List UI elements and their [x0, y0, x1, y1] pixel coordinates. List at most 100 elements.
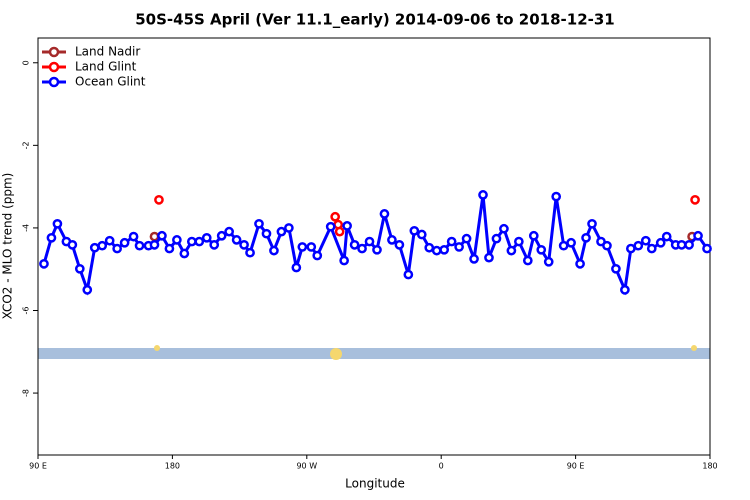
point — [690, 194, 700, 205]
point — [409, 225, 420, 236]
legend-marker — [48, 61, 60, 73]
point — [52, 218, 63, 229]
point — [149, 239, 160, 250]
legend-marker — [48, 76, 60, 88]
x-tick-label: 0 — [439, 462, 444, 471]
point — [201, 232, 212, 243]
point — [39, 258, 49, 269]
point — [469, 254, 479, 264]
legend-label: Land Glint — [75, 60, 137, 74]
point — [74, 263, 85, 274]
point — [655, 237, 666, 248]
point — [164, 243, 175, 254]
x-tick-label: 90 E — [29, 462, 47, 471]
point — [620, 285, 630, 295]
point — [431, 245, 442, 256]
point — [254, 218, 264, 229]
point — [276, 226, 287, 237]
point — [112, 243, 122, 254]
point — [558, 240, 569, 251]
point — [394, 239, 405, 250]
point — [403, 269, 414, 280]
point — [522, 255, 533, 266]
mask-spot — [330, 348, 342, 360]
point — [194, 236, 205, 247]
point — [424, 242, 435, 253]
x-tick-label: 90 E — [567, 462, 585, 471]
point — [89, 242, 100, 253]
point — [284, 223, 294, 233]
point — [104, 235, 115, 246]
point — [67, 239, 78, 250]
point — [543, 256, 554, 267]
point — [364, 236, 375, 247]
point — [461, 233, 472, 244]
point — [239, 239, 249, 250]
legend-label: Ocean Glint — [75, 75, 146, 89]
point — [216, 230, 227, 241]
y-axis-label: XCO2 - MLO trend (ppm) — [1, 173, 15, 320]
point — [261, 228, 272, 239]
x-axis-label: Longitude — [345, 477, 405, 491]
point — [349, 239, 360, 250]
point — [306, 242, 317, 252]
point — [387, 235, 397, 245]
point — [82, 285, 93, 295]
point — [499, 223, 509, 234]
point — [245, 247, 255, 258]
point — [587, 218, 597, 229]
point — [446, 236, 457, 247]
point — [46, 232, 57, 243]
point — [179, 248, 190, 259]
point — [484, 252, 494, 263]
chart-title: 50S-45S April (Ver 11.1_early) 2014-09-0… — [135, 11, 615, 29]
point — [693, 230, 703, 241]
point — [149, 231, 160, 242]
point — [416, 229, 427, 240]
y-tick-label: -6 — [22, 307, 31, 315]
point — [342, 221, 352, 231]
x-tick-label: 90 W — [296, 462, 317, 471]
point — [491, 233, 502, 244]
point — [372, 244, 382, 255]
point — [209, 239, 220, 250]
point — [172, 235, 182, 245]
point — [334, 226, 345, 237]
point — [154, 194, 164, 205]
point — [611, 263, 621, 274]
point — [702, 243, 712, 254]
point — [528, 230, 539, 241]
y-tick-label: -4 — [22, 224, 31, 232]
point — [339, 255, 349, 266]
point — [439, 244, 450, 255]
x-tick-label: 180 — [165, 462, 180, 471]
mask-spot — [691, 345, 697, 351]
legend-label: Land Nadir — [75, 45, 140, 59]
point — [676, 239, 687, 250]
point — [626, 243, 636, 254]
point — [633, 240, 644, 251]
mask-spot — [154, 345, 160, 351]
point — [551, 191, 562, 202]
y-tick-label: -8 — [22, 389, 31, 397]
point — [269, 245, 279, 256]
point — [379, 209, 390, 219]
point — [566, 237, 576, 248]
point — [97, 240, 108, 251]
x-tick-label: 180 — [702, 462, 717, 471]
point — [454, 242, 464, 252]
point — [478, 190, 488, 200]
point — [684, 239, 694, 250]
point — [575, 258, 585, 269]
point — [581, 232, 591, 243]
mask-band — [38, 348, 710, 359]
point — [661, 231, 672, 242]
point — [224, 226, 234, 237]
point — [119, 237, 130, 248]
point — [134, 240, 145, 251]
point — [186, 236, 197, 247]
point — [640, 235, 651, 246]
